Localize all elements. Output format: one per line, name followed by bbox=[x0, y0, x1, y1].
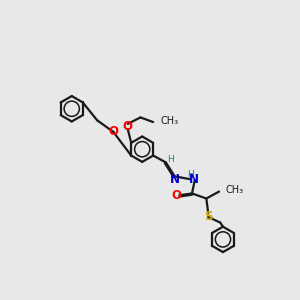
Text: CH₃: CH₃ bbox=[226, 185, 244, 195]
Text: O: O bbox=[171, 189, 181, 202]
Text: H: H bbox=[168, 155, 174, 164]
Text: CH₃: CH₃ bbox=[160, 116, 179, 126]
Text: N: N bbox=[170, 173, 180, 186]
Text: H: H bbox=[188, 170, 194, 179]
Text: S: S bbox=[204, 210, 213, 223]
Text: O: O bbox=[123, 120, 133, 133]
Text: O: O bbox=[108, 125, 118, 138]
Text: N: N bbox=[189, 173, 199, 186]
